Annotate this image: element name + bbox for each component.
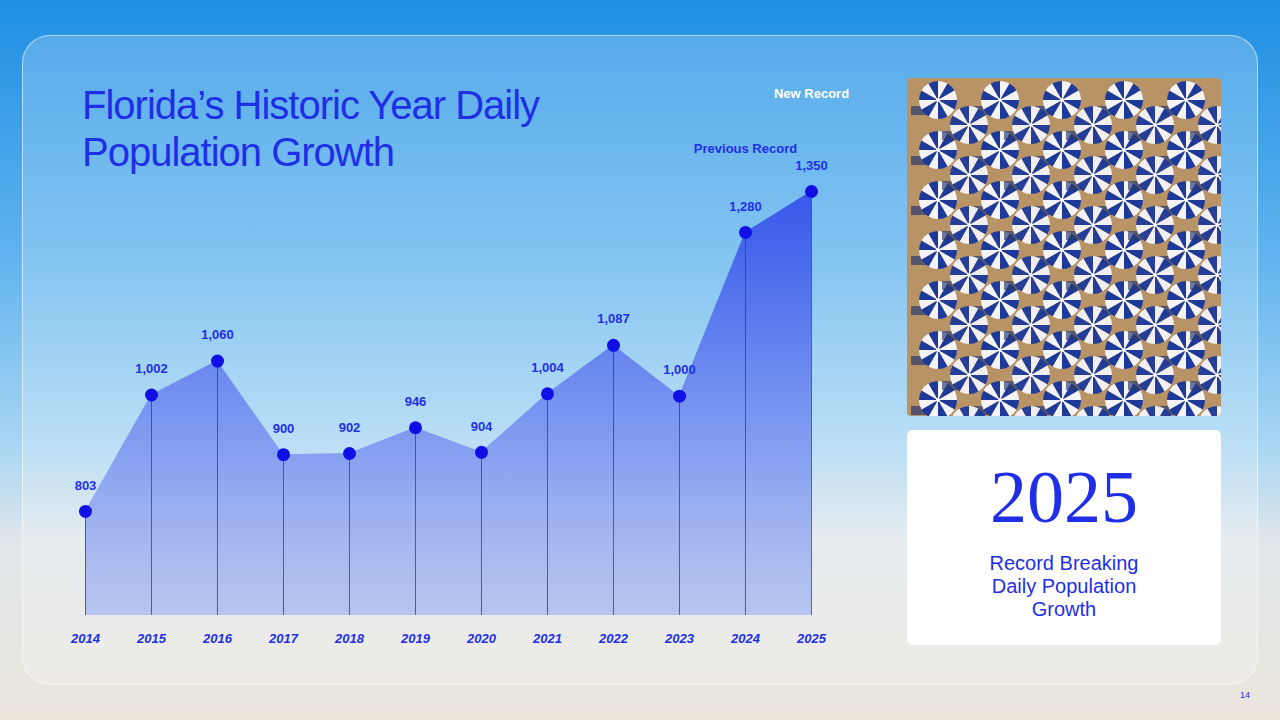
html-text:Record Breaking Daily Populati: Record Breaking Daily Population Growth (989, 552, 1139, 620)
svg-text:2025: 2025 (796, 631, 827, 646)
html-text:2025: 2025 (990, 456, 1138, 538)
svg-text:2017: 2017 (268, 631, 299, 646)
svg-text:1,000: 1,000 (663, 362, 696, 377)
svg-text:2020: 2020 (466, 631, 497, 646)
svg-text:2016: 2016 (202, 631, 233, 646)
svg-text:Previous Record: Previous Record (694, 141, 797, 156)
svg-text:2018: 2018 (334, 631, 365, 646)
svg-text:1,280: 1,280 (729, 199, 762, 214)
svg-text:1,350: 1,350 (795, 158, 828, 173)
svg-text:2015: 2015 (136, 631, 167, 646)
svg-text:1,004: 1,004 (531, 360, 564, 375)
html-text:Florida’s Historic Year Daily: Florida’s Historic Year Daily Population… (82, 83, 540, 175)
svg-text:1,060: 1,060 (201, 327, 234, 342)
svg-text:902: 902 (339, 420, 361, 435)
svg-text:803: 803 (75, 478, 97, 493)
svg-text:2022: 2022 (598, 631, 629, 646)
html-text:14: 14 (1240, 690, 1250, 700)
svg-text:2024: 2024 (730, 631, 761, 646)
svg-text:904: 904 (471, 418, 493, 433)
svg-text:946: 946 (405, 394, 427, 409)
svg-text:2023: 2023 (664, 631, 695, 646)
svg-text:1,087: 1,087 (597, 311, 630, 326)
svg-text:2019: 2019 (400, 631, 431, 646)
svg-text:2021: 2021 (532, 631, 562, 646)
svg-text:900: 900 (273, 421, 295, 436)
svg-text:2014: 2014 (70, 631, 101, 646)
svg-text:New Record: New Record (774, 86, 849, 101)
svg-text:1,002: 1,002 (135, 361, 168, 376)
